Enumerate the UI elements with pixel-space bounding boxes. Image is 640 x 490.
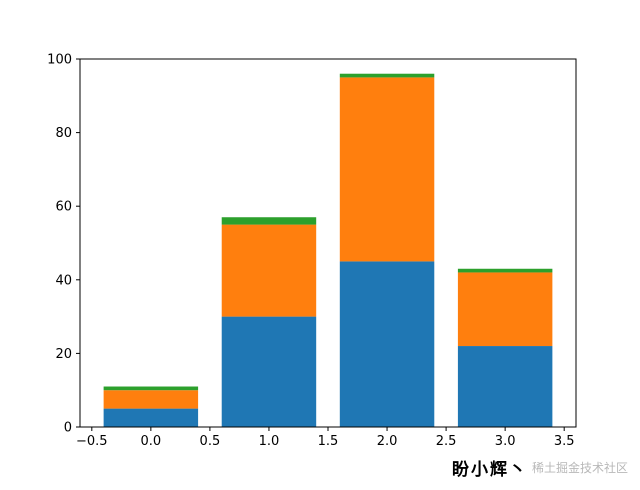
x-tick-label: 2.5	[436, 434, 457, 449]
y-tick-label: 0	[64, 421, 72, 436]
x-tick-label: 0.0	[141, 434, 162, 449]
y-tick-label: 40	[55, 273, 72, 288]
y-tick-label: 80	[55, 126, 72, 141]
bar-series0-x0	[103, 408, 199, 427]
x-tick-label: 1.0	[259, 434, 280, 449]
bar-series2-x0	[103, 386, 199, 391]
x-tick-label: 1.5	[318, 434, 339, 449]
bar-series2-x1	[221, 217, 317, 225]
bar-series2-x3	[457, 268, 553, 273]
y-tick-label: 20	[55, 347, 72, 362]
x-tick-label: −0.5	[76, 434, 108, 449]
bar-series0-x3	[457, 346, 553, 427]
x-tick-label: 3.0	[495, 434, 516, 449]
bar-series1-x0	[103, 390, 199, 409]
bar-series1-x3	[457, 272, 553, 347]
bar-series1-x2	[339, 77, 435, 262]
watermark: 盼小辉丶 稀土掘金技术社区	[452, 455, 629, 480]
x-axis-ticks: −0.5 0.0 0.5 1.0 1.5 2.0 2.5 3.0 3.5	[76, 427, 575, 449]
x-tick-label: 0.5	[200, 434, 221, 449]
y-axis-ticks: 0 20 40 60 80 100	[47, 53, 80, 436]
x-tick-label: 2.0	[377, 434, 398, 449]
y-tick-label: 60	[55, 200, 72, 215]
bar-series0-x2	[339, 261, 435, 427]
watermark-site: 稀土掘金技术社区	[532, 460, 629, 475]
y-tick-label: 100	[47, 53, 72, 68]
bar-series2-x2	[339, 73, 435, 78]
watermark-author: 盼小辉丶	[452, 459, 528, 480]
bar-series1-x1	[221, 224, 317, 317]
bars-group	[103, 73, 553, 427]
bar-series0-x1	[221, 316, 317, 427]
x-tick-label: 3.5	[554, 434, 575, 449]
